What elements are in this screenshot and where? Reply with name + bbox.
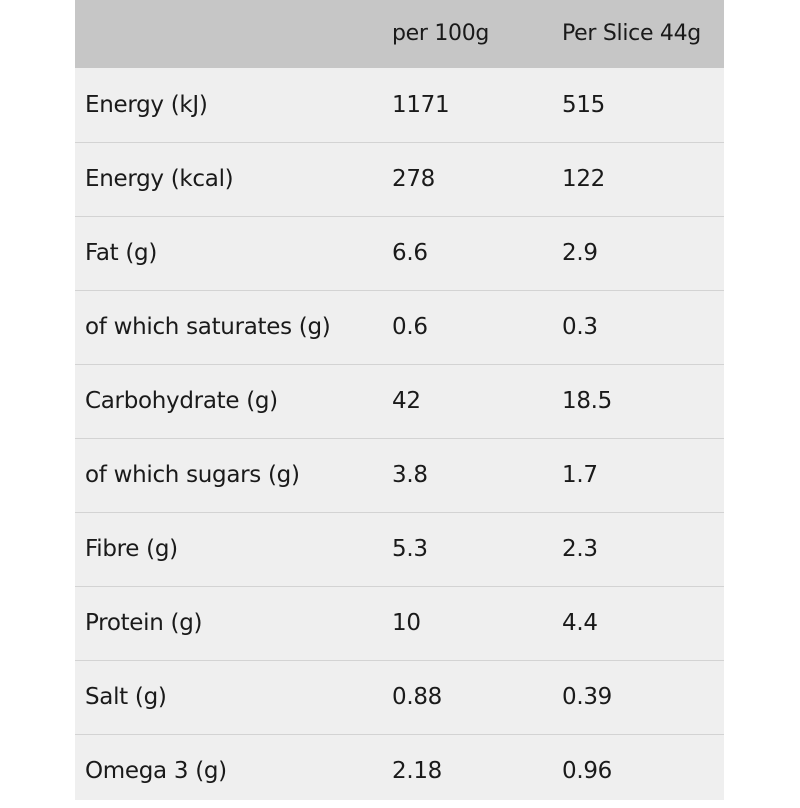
per-100g-value: 0.6 [392, 314, 428, 340]
nutrient-label: Carbohydrate (g) [85, 388, 278, 414]
table-row: of which sugars (g) 3.8 1.7 [75, 438, 724, 512]
nutrient-label: Energy (kJ) [85, 91, 208, 118]
nutrient-label: Protein (g) [85, 610, 203, 636]
per-slice-value: 2.9 [562, 240, 598, 266]
per-100g-value: 2.18 [392, 758, 443, 785]
per-slice-value: 515 [562, 91, 605, 118]
per-slice-value: 0.96 [562, 758, 613, 785]
table-row: Carbohydrate (g) 42 18.5 [75, 364, 724, 438]
nutrient-label: of which saturates (g) [85, 314, 331, 340]
per-slice-value: 0.39 [562, 684, 613, 710]
nutrition-table-container: per 100g Per Slice 44g Energy (kJ) 1171 … [75, 0, 724, 800]
nutrient-label: Energy (kcal) [85, 166, 234, 192]
per-slice-value: 122 [562, 166, 605, 192]
table-row: Energy (kcal) 278 122 [75, 142, 724, 216]
per-100g-value: 10 [392, 610, 421, 636]
per-100g-value: 278 [392, 166, 435, 192]
nutrient-label: Fat (g) [85, 240, 157, 266]
table-row: Omega 3 (g) 2.18 0.96 [75, 734, 724, 808]
table-row: Energy (kJ) 1171 515 [75, 68, 724, 142]
header-cell-nutrient [75, 0, 382, 68]
nutrient-label: of which sugars (g) [85, 462, 300, 488]
table-row: Fibre (g) 5.3 2.3 [75, 512, 724, 586]
table-row: of which saturates (g) 0.6 0.3 [75, 290, 724, 364]
table-row: Protein (g) 10 4.4 [75, 586, 724, 660]
per-100g-value: 42 [392, 388, 421, 414]
nutrient-label: Salt (g) [85, 684, 167, 710]
per-slice-value: 0.3 [562, 314, 598, 340]
per-100g-value: 5.3 [392, 536, 428, 562]
per-slice-value: 18.5 [562, 388, 613, 414]
per-100g-value: 0.88 [392, 684, 443, 710]
per-100g-value: 3.8 [392, 462, 428, 488]
header-cell-per-100g: per 100g [392, 20, 490, 46]
nutrition-table: per 100g Per Slice 44g Energy (kJ) 1171 … [75, 0, 724, 808]
per-slice-value: 2.3 [562, 536, 598, 562]
table-row: Fat (g) 6.6 2.9 [75, 216, 724, 290]
nutrient-label: Fibre (g) [85, 536, 178, 562]
nutrient-label: Omega 3 (g) [85, 758, 227, 785]
per-slice-value: 1.7 [562, 462, 598, 488]
per-slice-value: 4.4 [562, 610, 598, 636]
header-cell-per-slice: Per Slice 44g [562, 20, 701, 46]
table-header-row: per 100g Per Slice 44g [75, 0, 724, 68]
per-100g-value: 6.6 [392, 240, 428, 266]
table-row: Salt (g) 0.88 0.39 [75, 660, 724, 734]
per-100g-value: 1171 [392, 91, 450, 118]
